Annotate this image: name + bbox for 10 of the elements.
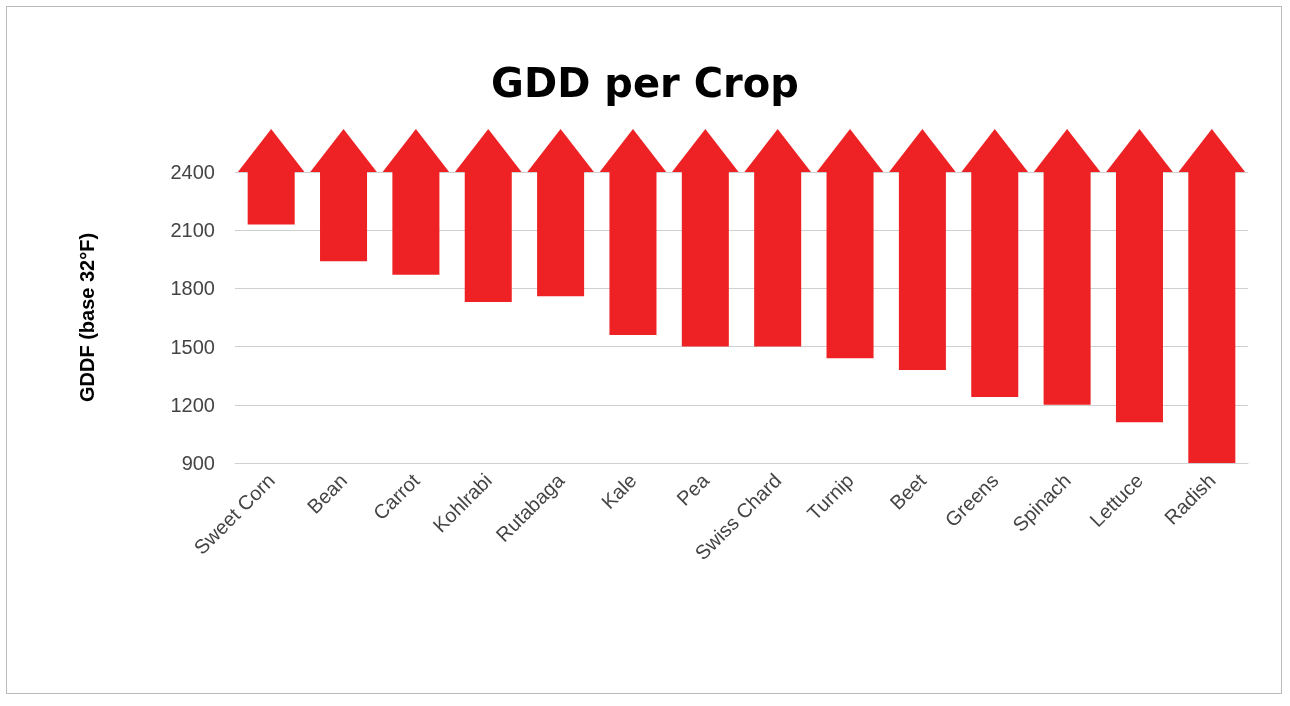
y-tick-label: 1500 xyxy=(170,335,215,358)
x-tick-label: Kale xyxy=(596,469,641,514)
y-axis-title: GDDF (base 32°F) xyxy=(76,232,98,403)
y-tick-label: 2400 xyxy=(170,161,215,183)
y-tick-label: 900 xyxy=(181,452,215,474)
y-tick-label: 1200 xyxy=(170,393,215,416)
y-tick-label: 2100 xyxy=(170,219,215,242)
y-tick-label: 1800 xyxy=(170,277,215,300)
chart-title: GDD per Crop xyxy=(491,60,799,106)
x-tick-label: Pea xyxy=(672,468,714,510)
